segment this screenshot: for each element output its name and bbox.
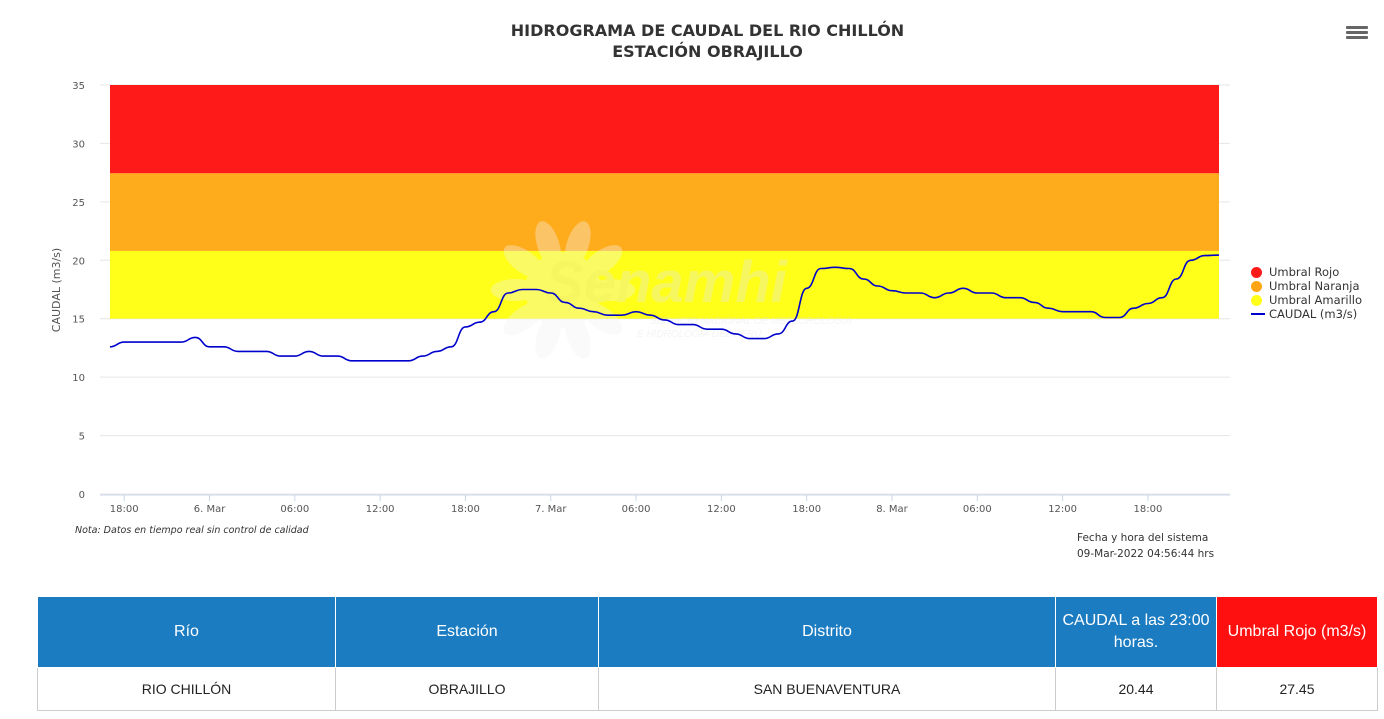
x-tick-label: 8. Mar [876,504,908,515]
header-estacion: Estación [335,596,599,668]
chart-title-line1: HIDROGRAMA DE CAUDAL DEL RIO CHILLÓN [510,21,905,40]
legend-item-umbral-rojo[interactable]: Umbral Rojo [1251,265,1362,279]
watermark-line2: E HIDROLOGÍA DEL PERÚ [637,327,762,340]
cell-umbral-rojo: 27.45 [1216,667,1378,711]
x-tick-label: 18:00 [110,504,139,515]
header-umbral-rojo: Umbral Rojo (m3/s) [1216,596,1378,668]
sun-ray [535,221,561,268]
caudal-series-line [109,254,1220,362]
legend-item-caudal[interactable]: CAUDAL (m3/s) [1251,307,1362,321]
sun-ray [491,279,539,301]
legend-label: CAUDAL (m3/s) [1269,307,1358,321]
threshold-band [110,85,1219,174]
x-tick-label: 06:00 [280,504,309,515]
data-quality-note: Nota: Datos en tiempo real sin control d… [75,525,309,536]
sun-ray [535,312,561,359]
x-tick-label: 7. Mar [535,504,567,515]
legend-label: Umbral Amarillo [1269,293,1363,307]
sun-ray [581,301,623,335]
threshold-band [110,250,1219,319]
x-tick-label: 06:00 [622,504,651,515]
watermark-line1: SERVICIO NACIONAL DE METEOROLOGÍA [650,314,852,327]
system-datetime-value: 09-Mar-2022 04:56:44 hrs [1077,548,1215,560]
legend-label: Umbral Naranja [1269,279,1360,293]
chart-title-line2: ESTACIÓN OBRAJILLO [612,42,803,61]
header-rio: Río [37,596,336,668]
system-datetime-label: Fecha y hora del sistema [1077,532,1209,544]
x-tick-label: 18:00 [792,504,821,515]
sun-ray [503,301,545,335]
cell-distrito: SAN BUENAVENTURA [598,667,1056,711]
system-datetime: Fecha y hora del sistema 09-Mar-2022 04:… [1077,530,1214,562]
sun-ray [581,245,623,279]
cell-rio: RIO CHILLÓN [37,667,336,711]
chart-title: HIDROGRAMA DE CAUDAL DEL RIO CHILLÓN EST… [0,20,1384,62]
station-table: Río Estación Distrito CAUDAL a las 23:00… [37,596,1378,711]
hamburger-menu-icon[interactable] [1346,26,1368,44]
yellow-dot-icon [1251,294,1262,306]
y-tick-label: 5 [79,432,85,443]
red-dot-icon [1251,266,1262,278]
sun-ray [503,245,545,279]
y-tick-label: 10 [72,373,85,384]
sun-ray [565,221,591,268]
threshold-band [110,173,1219,251]
y-tick-label: 20 [72,256,85,267]
watermark-logo-text: Senamhi [545,250,789,315]
cell-estacion: OBRAJILLO [335,667,599,711]
legend-item-umbral-amarillo[interactable]: Umbral Amarillo [1251,293,1362,307]
y-axis-label: CAUDAL (m3/s) [50,248,63,332]
line-icon [1251,313,1265,315]
x-tick-label: 12:00 [707,504,736,515]
x-tick-label: 12:00 [366,504,395,515]
cell-caudal: 20.44 [1055,667,1217,711]
header-distrito: Distrito [598,596,1056,668]
y-tick-label: 30 [72,139,85,150]
x-tick-label: 6. Mar [194,504,226,515]
header-caudal: CAUDAL a las 23:00 horas. [1055,596,1217,668]
legend-item-umbral-naranja[interactable]: Umbral Naranja [1251,279,1362,293]
x-tick-label: 06:00 [963,504,992,515]
chart-legend: Umbral Rojo Umbral Naranja Umbral Amaril… [1251,265,1362,321]
sun-ray [565,312,591,359]
x-tick-label: 18:00 [1133,504,1162,515]
y-tick-label: 15 [72,315,85,326]
legend-label: Umbral Rojo [1269,265,1340,279]
x-tick-label: 18:00 [451,504,480,515]
table-header-row: Río Estación Distrito CAUDAL a las 23:00… [37,596,1378,668]
table-row: RIO CHILLÓN OBRAJILLO SAN BUENAVENTURA 2… [37,667,1378,711]
y-tick-label: 0 [79,490,85,501]
y-tick-label: 35 [72,81,85,92]
x-tick-label: 12:00 [1048,504,1077,515]
y-tick-label: 25 [72,198,85,209]
orange-dot-icon [1251,280,1262,292]
sun-ray [587,279,635,301]
